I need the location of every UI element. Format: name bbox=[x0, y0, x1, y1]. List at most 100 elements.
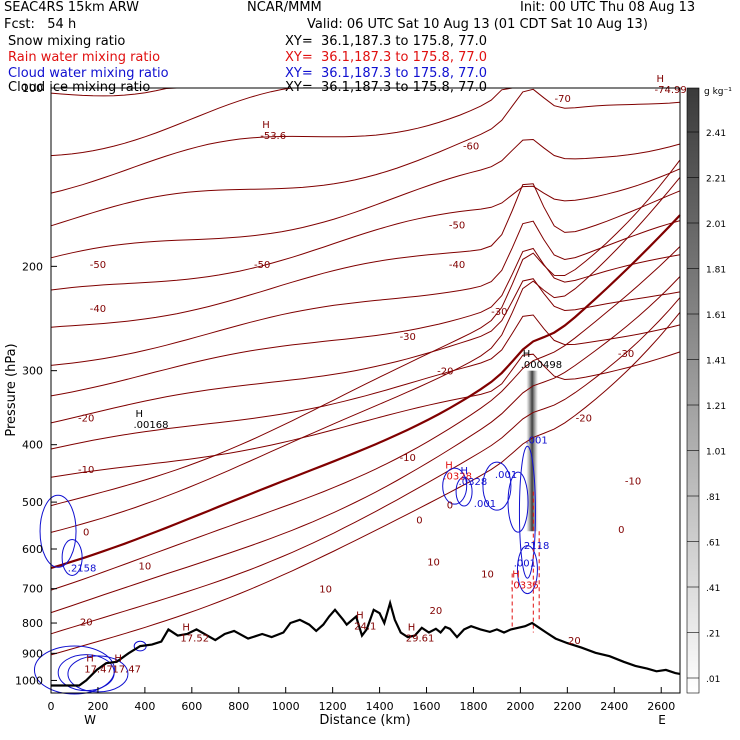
cloud-water-contour bbox=[61, 538, 83, 576]
colorbar-tick-label: .21 bbox=[706, 630, 720, 640]
y-tick-label: 1000 bbox=[15, 674, 43, 687]
extremum-value: .001 bbox=[514, 558, 536, 569]
extremum-marker: H bbox=[523, 349, 531, 360]
terrain-line bbox=[51, 598, 681, 687]
west-endpoint-label: W bbox=[84, 713, 96, 727]
isotherm-label: -40 bbox=[90, 304, 106, 315]
temperature-isotherm bbox=[50, 88, 681, 227]
temperature-isotherm bbox=[50, 168, 681, 291]
isotherm-label: -60 bbox=[463, 141, 479, 152]
isotherm-label: 0 bbox=[618, 525, 624, 536]
extremum-value: .0328 bbox=[443, 472, 472, 483]
extremum-marker: H bbox=[445, 461, 453, 472]
extremum-marker: H bbox=[86, 654, 94, 665]
extremum-marker: H bbox=[114, 654, 122, 665]
cloud-water-contours bbox=[33, 445, 538, 695]
temperature-isotherm bbox=[50, 311, 681, 656]
temperature-isotherm bbox=[50, 246, 681, 591]
temperature-isotherm bbox=[50, 276, 681, 614]
x-tick-label: 1800 bbox=[459, 700, 487, 713]
temperature-isotherm bbox=[50, 278, 681, 424]
extremum-marker: H bbox=[461, 466, 469, 477]
isotherm-label: -30 bbox=[491, 307, 507, 318]
x-tick-label: 400 bbox=[134, 700, 155, 713]
isotherm-label: -50 bbox=[449, 221, 465, 232]
colorbar-tick-label: .81 bbox=[706, 493, 720, 503]
producer-label: NCAR/MMM bbox=[247, 0, 322, 15]
isotherm-label: -20 bbox=[576, 414, 592, 425]
temperature-isotherm bbox=[50, 159, 681, 507]
y-tick-label: 700 bbox=[22, 583, 43, 596]
isotherm-label: 10 bbox=[319, 585, 332, 596]
extremum-value: 24.1 bbox=[354, 621, 376, 632]
x-tick-label: 1000 bbox=[272, 700, 300, 713]
extremum-value: .0328 bbox=[459, 477, 488, 488]
cloud-water-contour bbox=[507, 471, 529, 533]
colorbar-tick-label: 1.41 bbox=[706, 357, 726, 367]
init-time: Init: 00 UTC Thu 08 Aug 13 bbox=[520, 0, 696, 15]
temperature-isotherm bbox=[50, 351, 681, 478]
isotherm-label: -30 bbox=[618, 349, 634, 360]
colorbar-tick-label: 2.01 bbox=[706, 220, 726, 230]
colorbar-tick-label: 1.81 bbox=[706, 266, 726, 276]
extremum-value: .00168 bbox=[133, 420, 168, 431]
isotherm-label: -20 bbox=[78, 414, 94, 425]
isotherm-label: -10 bbox=[625, 477, 641, 488]
axes: 0 200 400 600 800 1000 1200 1400 1600 1800 2000 220… bbox=[15, 82, 675, 713]
isotherm-label: -10 bbox=[78, 465, 94, 476]
extremum-value: .0335 bbox=[510, 581, 539, 592]
temperature-isotherm bbox=[50, 220, 681, 366]
colorbar-tick-label: 1.61 bbox=[706, 311, 726, 321]
legend-cloudwater-label: Cloud water mixing ratio bbox=[8, 66, 169, 81]
isotherm-label: -70 bbox=[554, 94, 570, 105]
colorbar-unit: g kg⁻¹ bbox=[704, 87, 732, 97]
colorbar-tick-label: 2.41 bbox=[706, 129, 726, 139]
temperature-isotherm bbox=[50, 297, 681, 635]
legend-snow-xy: XY= 36.1,187.3 to 175.8, 77.0 bbox=[285, 34, 488, 49]
temperature-isotherm bbox=[50, 138, 681, 259]
isotherm-label: 0 bbox=[416, 516, 422, 527]
isotherm-label: 0 bbox=[83, 527, 89, 538]
y-tick-label: 900 bbox=[22, 647, 43, 660]
extremum-marker: H bbox=[262, 120, 270, 131]
isotherm-label: 20 bbox=[430, 606, 443, 617]
extremum-value: .2118 bbox=[521, 541, 550, 552]
extremum-value: 17.52 bbox=[180, 634, 209, 645]
extremum-marker: H bbox=[408, 623, 416, 634]
extremum-value: .2158 bbox=[68, 564, 97, 575]
colorbar-tick-label: 1.01 bbox=[706, 448, 726, 458]
x-tick-label: 2000 bbox=[506, 700, 534, 713]
y-tick-label: 600 bbox=[22, 543, 43, 556]
rain-water-contours bbox=[511, 491, 540, 633]
extremum-marker: H bbox=[135, 409, 143, 420]
x-tick-label: 2600 bbox=[647, 700, 675, 713]
y-tick-label: 200 bbox=[22, 260, 43, 273]
isotherm-label: -20 bbox=[437, 367, 453, 378]
colorbar: 2.41 2.21 2.01 1.81 1.61 1.41 1.21 1.01 .81 .61 .4… bbox=[686, 87, 726, 694]
extremum-value: .001 bbox=[525, 435, 547, 446]
x-tick-label: 0 bbox=[48, 700, 55, 713]
extremum-value: -53.6 bbox=[260, 131, 286, 142]
isotherm-label: 10 bbox=[427, 558, 440, 569]
isotherm-label: 20 bbox=[568, 636, 581, 647]
plot-frame bbox=[50, 87, 681, 694]
isotherm-label: -50 bbox=[254, 260, 270, 271]
model-title: SEAC4RS 15km ARW bbox=[4, 0, 140, 15]
extremum-value: 17.47 bbox=[84, 665, 113, 676]
x-tick-label: 800 bbox=[228, 700, 249, 713]
extremum-value: 17.47 bbox=[112, 665, 141, 676]
x-tick-label: 1600 bbox=[413, 700, 441, 713]
x-tick-label: 1400 bbox=[366, 700, 394, 713]
extremum-marker: H bbox=[182, 623, 190, 634]
temperature-isotherm bbox=[50, 87, 680, 157]
colorbar-gradient bbox=[686, 87, 700, 694]
cloud-water-contour bbox=[455, 476, 473, 507]
snow-plume bbox=[526, 370, 539, 532]
y-tick-label: 800 bbox=[22, 617, 43, 630]
isotherm-label: -40 bbox=[449, 260, 465, 271]
y-tick-label: 100 bbox=[22, 82, 43, 95]
isotherm-label: -50 bbox=[90, 260, 106, 271]
x-tick-label: 2200 bbox=[553, 700, 581, 713]
snow-shading-layer bbox=[526, 370, 539, 532]
